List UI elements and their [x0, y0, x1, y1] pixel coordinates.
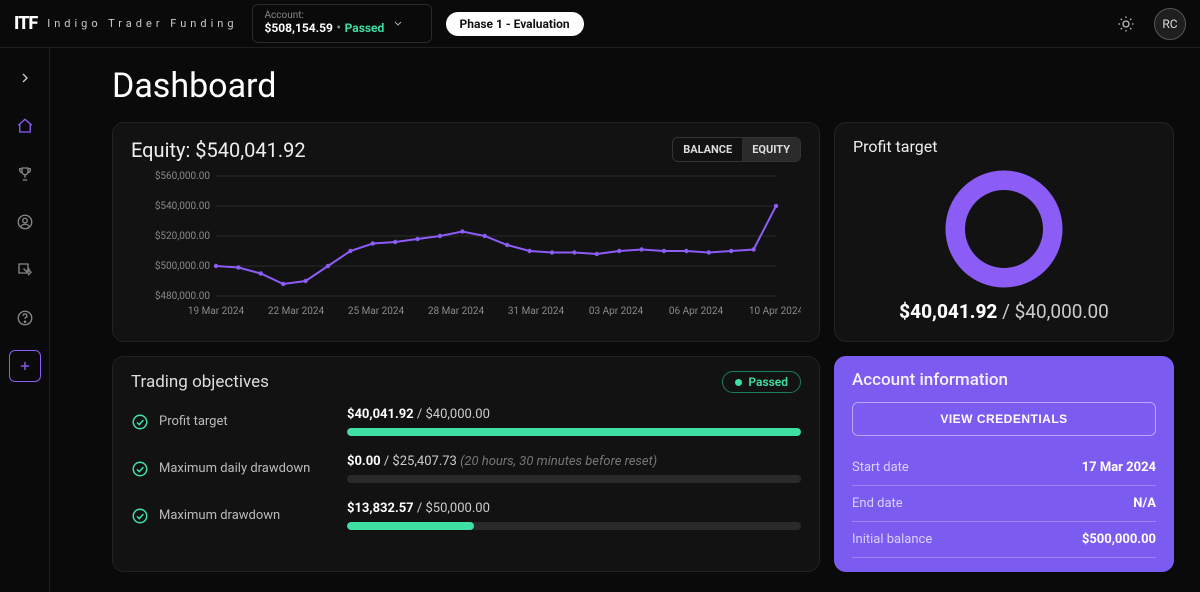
objective-label: Profit target — [159, 414, 228, 429]
sidebar-item-trophy[interactable] — [9, 158, 41, 190]
svg-text:25 Mar 2024: 25 Mar 2024 — [348, 306, 405, 317]
equity-toggle: BALANCE EQUITY — [672, 137, 801, 162]
account-info-key: End date — [852, 496, 903, 511]
sidebar-item-home[interactable] — [9, 110, 41, 142]
objective-value: $13,832.57 / $50,000.00 — [347, 501, 801, 516]
view-credentials-button[interactable]: VIEW CREDENTIALS — [852, 402, 1156, 436]
sidebar-expand[interactable] — [9, 62, 41, 94]
objective-value: $0.00 / $25,407.73 (20 hours, 30 minutes… — [347, 454, 801, 469]
brand-logo: ITF Indigo Trader Funding — [14, 13, 238, 34]
objectives-title: Trading objectives — [131, 372, 269, 392]
account-info-key: Start date — [852, 460, 909, 475]
sidebar-item-download[interactable] — [9, 254, 41, 286]
help-icon — [16, 309, 34, 327]
phase-badge: Phase 1 - Evaluation — [446, 12, 584, 36]
chevron-right-icon — [17, 70, 33, 86]
objective-row: Maximum daily drawdown $0.00 / $25,407.7… — [131, 454, 801, 483]
objective-bar — [347, 428, 801, 436]
equity-chart: $480,000.00 $500,000.00 $520,000.00 $540,00… — [131, 168, 801, 318]
objective-bar — [347, 522, 801, 530]
toggle-balance[interactable]: BALANCE — [673, 138, 742, 161]
account-info-key: Initial balance — [852, 532, 932, 547]
profit-target-value: $40,041.92 / $40,000.00 — [899, 300, 1109, 323]
page-title: Dashboard — [112, 66, 1174, 106]
svg-text:$540,000.00: $540,000.00 — [155, 199, 211, 212]
logo-mark: ITF — [14, 13, 37, 34]
logo-text: Indigo Trader Funding — [47, 17, 237, 30]
account-label: Account: — [265, 10, 385, 21]
objective-bar — [347, 475, 801, 483]
sidebar — [0, 48, 50, 592]
svg-text:$500,000.00: $500,000.00 — [155, 259, 211, 272]
svg-text:06 Apr 2024: 06 Apr 2024 — [669, 306, 724, 317]
account-info-row: Initial balance $500,000.00 — [852, 522, 1156, 558]
sun-icon — [1117, 15, 1135, 33]
trophy-icon — [16, 165, 34, 183]
svg-text:$520,000.00: $520,000.00 — [155, 229, 211, 242]
svg-text:$480,000.00: $480,000.00 — [155, 289, 211, 302]
theme-toggle[interactable] — [1112, 10, 1140, 38]
svg-text:$560,000.00: $560,000.00 — [155, 169, 211, 182]
account-selector[interactable]: Account: $508,154.59 • Passed — [252, 4, 432, 42]
svg-text:22 Mar 2024: 22 Mar 2024 — [268, 306, 325, 317]
download-icon — [16, 261, 34, 279]
account-info-card: Account information VIEW CREDENTIALS Sta… — [834, 356, 1174, 572]
user-avatar[interactable]: RC — [1154, 8, 1186, 40]
check-icon — [131, 507, 149, 525]
chevron-down-icon — [392, 17, 404, 29]
sidebar-item-profile[interactable] — [9, 206, 41, 238]
profit-ring — [939, 164, 1069, 294]
account-info-title: Account information — [852, 370, 1156, 390]
account-info-value: N/A — [1133, 496, 1156, 511]
check-icon — [131, 460, 149, 478]
objective-label: Maximum drawdown — [159, 508, 280, 523]
objective-row: Maximum drawdown $13,832.57 / $50,000.00 — [131, 501, 801, 530]
objective-value: $40,041.92 / $40,000.00 — [347, 407, 801, 422]
account-info-value: $500,000.00 — [1082, 532, 1156, 547]
svg-text:10 Apr 2024: 10 Apr 2024 — [749, 306, 801, 317]
objectives-status-badge: Passed — [722, 371, 801, 393]
home-icon — [16, 117, 34, 135]
equity-title: Equity: $540,041.92 — [131, 138, 306, 162]
account-status: Passed — [345, 21, 385, 35]
sidebar-item-add[interactable] — [9, 350, 41, 382]
user-icon — [16, 213, 34, 231]
sidebar-item-help[interactable] — [9, 302, 41, 334]
account-info-value: 17 Mar 2024 — [1082, 460, 1156, 475]
account-balance: $508,154.59 — [265, 21, 333, 35]
equity-card: Equity: $540,041.92 BALANCE EQUITY $480,… — [112, 122, 820, 342]
check-icon — [131, 413, 149, 431]
account-info-row: Start date 17 Mar 2024 — [852, 450, 1156, 486]
svg-text:19 Mar 2024: 19 Mar 2024 — [188, 306, 245, 317]
account-info-row: End date N/A — [852, 486, 1156, 522]
profit-target-title: Profit target — [853, 137, 1155, 156]
objectives-card: Trading objectives Passed Profit target … — [112, 356, 820, 572]
objective-row: Profit target $40,041.92 / $40,000.00 — [131, 407, 801, 436]
plus-icon — [18, 359, 32, 373]
svg-text:28 Mar 2024: 28 Mar 2024 — [428, 306, 485, 317]
svg-text:31 Mar 2024: 31 Mar 2024 — [508, 306, 565, 317]
svg-text:03 Apr 2024: 03 Apr 2024 — [589, 306, 644, 317]
profit-target-card: Profit target $40,041.92 / $40,000.00 — [834, 122, 1174, 342]
toggle-equity[interactable]: EQUITY — [742, 138, 800, 161]
objective-label: Maximum daily drawdown — [159, 461, 310, 476]
